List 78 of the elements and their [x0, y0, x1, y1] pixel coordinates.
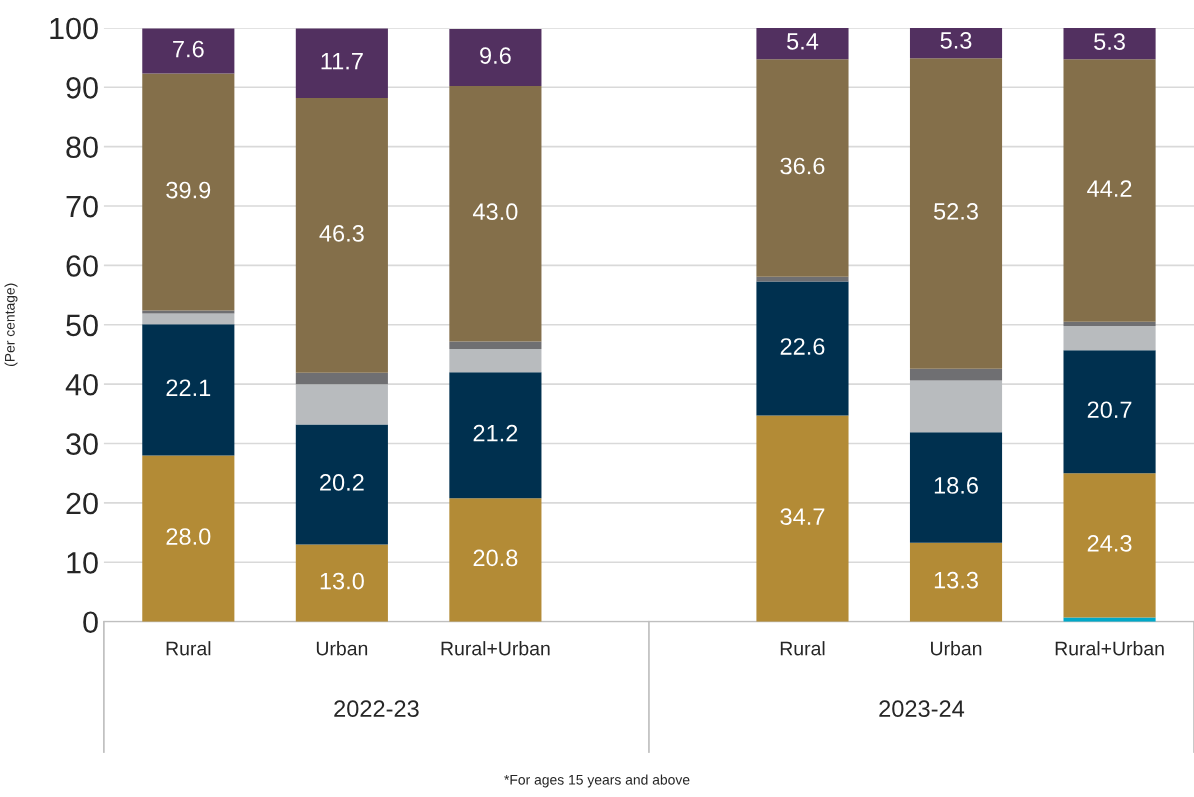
bar [142, 73, 235, 311]
bar [295, 384, 388, 425]
data-label: 36.6 [780, 157, 825, 175]
x-tick-label: Rural+Urban [441, 641, 550, 656]
bar [449, 29, 542, 87]
bar [449, 349, 542, 373]
x-tick-label: Urban [316, 641, 368, 656]
bar [1063, 321, 1156, 326]
data-label: 9.6 [480, 47, 511, 64]
y-tick-label: 60 [66, 255, 98, 277]
bar [295, 372, 388, 385]
bar [909, 380, 1003, 433]
bar [295, 97, 388, 373]
y-tick-label: 90 [66, 77, 98, 99]
bar [295, 424, 388, 545]
bar [756, 415, 849, 622]
bar [1063, 473, 1156, 618]
data-label: 20.2 [320, 474, 364, 491]
data-label: 20.8 [473, 549, 518, 567]
y-tick-label: 50 [66, 314, 98, 337]
bar [142, 28, 235, 74]
x-tick-label: Rural [780, 641, 825, 656]
y-tick-label: 70 [66, 195, 98, 218]
data-label: 43.0 [472, 203, 518, 221]
data-label: 44.2 [1087, 180, 1132, 197]
x-tick-label: Rural+Urban [1055, 641, 1164, 656]
y-tick-label: 20 [66, 492, 98, 515]
y-axis-title: (Per centage) [4, 283, 18, 366]
bar [909, 432, 1003, 543]
data-label: 7.6 [173, 40, 204, 58]
y-tick-label: 30 [66, 433, 98, 455]
text: *For ages 15 years and above [504, 774, 690, 788]
bar [1063, 325, 1156, 351]
bar [909, 368, 1003, 381]
data-label: 28.0 [166, 528, 211, 545]
text: 2022-23 [334, 700, 419, 718]
bar [295, 544, 388, 622]
data-label: 22.1 [166, 379, 211, 396]
data-label: 18.6 [934, 477, 978, 494]
text: 2023-24 [879, 700, 965, 718]
data-label: 39.9 [166, 181, 211, 199]
x-tick-label: Rural [166, 641, 211, 656]
data-label: 22.6 [780, 338, 825, 355]
data-label: 21.2 [473, 424, 518, 442]
bar [142, 324, 235, 456]
bar [449, 86, 542, 342]
bar [142, 313, 235, 325]
y-tick-label: 100 [50, 17, 98, 40]
bar [909, 58, 1003, 369]
bar [142, 455, 235, 622]
bar [909, 542, 1003, 622]
y-tick-label: 10 [67, 552, 98, 574]
bar [449, 341, 542, 350]
data-label: 34.7 [780, 508, 825, 525]
data-label: 5.4 [787, 33, 819, 50]
x-tick-label: Urban [931, 641, 982, 656]
bar [909, 27, 1003, 59]
bar [449, 498, 542, 622]
y-tick-label: 80 [66, 136, 98, 159]
bar [449, 372, 542, 499]
bar [756, 281, 849, 416]
bar [1063, 350, 1156, 474]
data-label: 46.3 [319, 225, 364, 242]
data-label: 13.3 [934, 571, 978, 589]
bar [756, 59, 849, 277]
data-label: 5.3 [1094, 33, 1125, 50]
data-label: 13.0 [320, 572, 364, 590]
data-label: 5.3 [940, 32, 972, 49]
y-tick-label: 40 [65, 373, 98, 396]
y-tick-label: 0 [83, 611, 98, 634]
data-label: 11.7 [321, 53, 363, 70]
bar [1063, 59, 1156, 322]
bar [756, 27, 849, 60]
bar [1063, 27, 1156, 60]
data-label: 52.3 [933, 203, 978, 220]
data-label: 20.7 [1087, 401, 1132, 419]
data-label: 24.3 [1087, 534, 1132, 552]
bar [295, 28, 388, 98]
